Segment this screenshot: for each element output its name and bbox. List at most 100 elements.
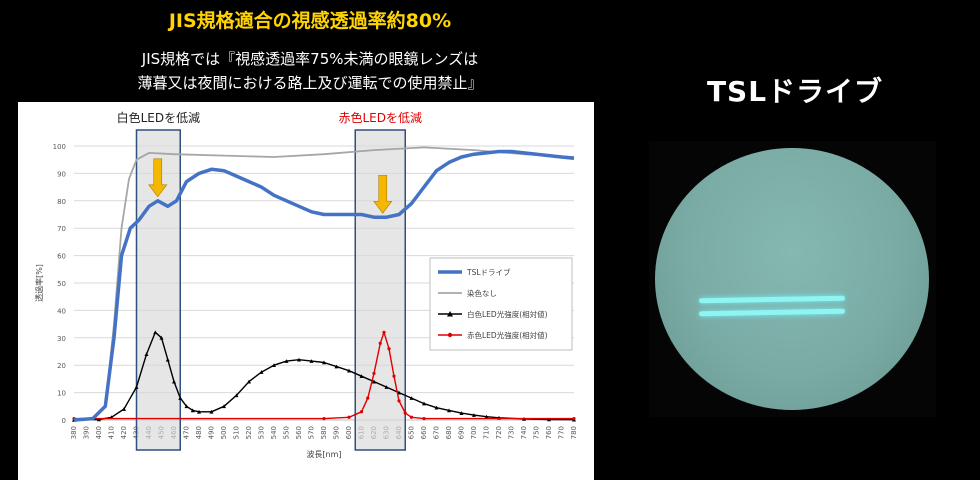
- y-axis-title: 透過率[%]: [34, 264, 44, 302]
- y-tick-label: 50: [57, 280, 66, 288]
- subtitle-line-2: 薄暮又は夜間における路上及び運転での使用禁止』: [137, 74, 483, 92]
- series-point-red: [572, 417, 576, 421]
- tsl-title: TSLドライブ: [706, 75, 884, 108]
- series-point-red: [347, 415, 351, 419]
- series-point-white: [144, 352, 149, 357]
- band-label: 赤色LEDを低減: [338, 110, 422, 125]
- y-tick-label: 100: [53, 143, 66, 151]
- series-point-white: [372, 379, 376, 384]
- x-tick-label: 470: [183, 426, 191, 439]
- series-point-white: [234, 393, 239, 398]
- y-tick-label: 20: [57, 362, 66, 370]
- x-tick-label: 600: [345, 426, 353, 439]
- x-tick-label: 380: [70, 426, 78, 439]
- series-point-red: [378, 341, 382, 345]
- series-point-red: [359, 410, 364, 414]
- x-tick-label: 580: [320, 426, 328, 439]
- x-tick-label: 480: [195, 426, 203, 439]
- x-tick-label: 420: [120, 426, 128, 439]
- series-point-white: [259, 370, 264, 374]
- x-tick-label: 510: [233, 426, 241, 439]
- x-tick-label: 740: [520, 426, 528, 439]
- series-point-white: [422, 401, 426, 406]
- y-tick-label: 60: [57, 253, 66, 261]
- x-tick-label: 410: [108, 426, 116, 439]
- series-point-white: [447, 408, 451, 413]
- series-point-red: [403, 411, 407, 415]
- down-arrow-icon: [148, 158, 168, 198]
- series-point-white: [284, 359, 289, 363]
- x-tick-label: 500: [220, 426, 228, 439]
- x-tick-label: 560: [295, 426, 303, 439]
- series-point-white: [459, 411, 464, 415]
- series-point-white: [547, 417, 551, 422]
- series-point-white: [347, 368, 351, 373]
- x-tick-label: 520: [245, 426, 253, 439]
- series-point-white: [172, 379, 176, 384]
- x-tick-label: 530: [258, 426, 266, 439]
- legend-label: 白色LED光強度(相対値): [467, 309, 548, 319]
- y-tick-label: 70: [57, 225, 66, 233]
- x-tick-label: 690: [458, 426, 466, 439]
- x-tick-label: 590: [333, 426, 341, 439]
- band-label: 白色LEDを低減: [117, 110, 201, 125]
- series-point-white: [197, 409, 201, 414]
- x-tick-label: 550: [283, 426, 291, 439]
- x-tick-label: 670: [433, 426, 441, 439]
- series-point-white: [184, 404, 189, 409]
- x-tick-label: 710: [483, 426, 491, 439]
- x-tick-label: 780: [570, 426, 578, 439]
- series-point-red: [387, 347, 391, 351]
- y-tick-label: 30: [57, 335, 66, 343]
- series-point-white: [409, 396, 414, 400]
- y-tick-label: 90: [57, 170, 66, 178]
- x-tick-label: 720: [495, 426, 503, 439]
- transmittance-chart: 0102030405060708090100380390400410420430…: [34, 110, 578, 459]
- series-point-red: [409, 415, 414, 419]
- series-point-red: [382, 330, 386, 334]
- series-point-white: [122, 407, 126, 411]
- x-tick-label: 680: [445, 426, 453, 439]
- x-tick-label: 770: [558, 426, 566, 439]
- y-tick-label: 10: [57, 390, 66, 398]
- series-point-red: [366, 396, 370, 400]
- legend-marker-white: [447, 311, 453, 317]
- series-point-white: [178, 396, 183, 400]
- legend-label: 赤色LED光強度(相対値): [467, 330, 548, 340]
- y-tick-label: 40: [57, 307, 66, 315]
- chart-panel: 0102030405060708090100380390400410420430…: [18, 102, 594, 480]
- x-axis-title: 波長[nm]: [306, 449, 341, 459]
- main-title: JIS規格適合の視感透過率約80%: [168, 10, 452, 32]
- x-tick-label: 660: [420, 426, 428, 439]
- series-point-white: [384, 385, 389, 389]
- x-tick-label: 540: [270, 426, 278, 439]
- series-point-white: [134, 385, 139, 389]
- legend-label: 染色なし: [467, 288, 497, 298]
- series-point-red: [392, 374, 396, 378]
- series-point-red: [422, 417, 426, 421]
- x-tick-label: 730: [508, 426, 516, 439]
- y-tick-label: 80: [57, 198, 66, 206]
- series-point-white: [334, 364, 339, 369]
- series-point-white: [209, 409, 214, 414]
- down-arrow-icon: [373, 174, 393, 214]
- series-point-white: [159, 335, 164, 340]
- series-point-red: [322, 417, 326, 421]
- x-tick-label: 570: [308, 426, 316, 439]
- series-point-white: [153, 330, 158, 335]
- series-point-white: [272, 363, 276, 367]
- series-point-white: [322, 360, 326, 365]
- legend-label: TSLドライブ: [466, 267, 511, 277]
- series-point-white: [97, 417, 101, 422]
- series-point-red: [372, 371, 376, 376]
- x-tick-label: 650: [408, 426, 416, 439]
- series-point-red: [397, 399, 401, 403]
- series-point-white: [190, 408, 195, 413]
- x-tick-label: 700: [470, 426, 478, 439]
- legend-marker-red: [447, 332, 453, 338]
- lens-image: [655, 148, 929, 410]
- series-point-white: [165, 357, 170, 362]
- x-tick-label: 400: [95, 426, 103, 439]
- series-point-white: [297, 357, 301, 362]
- series-line-tsl: [73, 149, 575, 422]
